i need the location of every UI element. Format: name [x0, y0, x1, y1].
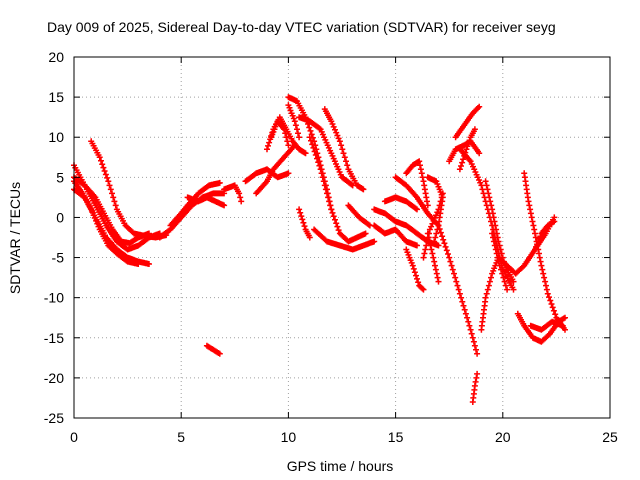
- series-s40: [489, 230, 511, 293]
- series-marks: [489, 230, 511, 293]
- series-s24: [381, 194, 420, 213]
- y-tick-label: -15: [44, 330, 64, 346]
- plot-frame: [73, 56, 611, 419]
- x-tick-label: 20: [495, 429, 511, 445]
- series-s10: [221, 182, 245, 205]
- series-s28: [403, 246, 427, 293]
- series-marks: [371, 222, 420, 249]
- x-axis-title: GPS time / hours: [287, 458, 394, 474]
- series-s31: [420, 190, 446, 261]
- series-s21: [311, 226, 378, 253]
- axis-ticks: 0 5 10 15 20 25 -25 -20 -15 -10 -5 0 5 10 15 20: [44, 49, 618, 445]
- series-s44: [532, 218, 558, 253]
- series-s16: [285, 102, 303, 141]
- series-s25: [371, 206, 442, 249]
- series-marks: [184, 194, 228, 209]
- y-tick-label: 15: [48, 89, 64, 105]
- y-tick-label: -25: [44, 410, 64, 426]
- x-tick-label: 10: [281, 429, 297, 445]
- series-s17: [296, 114, 356, 189]
- series-s9: [203, 342, 223, 357]
- series-s22: [345, 202, 373, 229]
- series-s12: [253, 142, 298, 197]
- series-marks: [452, 103, 483, 141]
- series-marks: [268, 118, 292, 149]
- series-marks: [285, 102, 303, 141]
- series-s39: [482, 178, 517, 285]
- series-s18: [306, 134, 369, 245]
- series-marks: [403, 158, 431, 209]
- series-marks: [203, 342, 223, 357]
- series-marks: [482, 178, 517, 285]
- series-s42: [521, 170, 568, 333]
- series-marks: [345, 202, 373, 229]
- series-marks: [403, 246, 427, 293]
- series-marks: [381, 194, 420, 213]
- series-s32: [435, 222, 481, 357]
- series-marks: [469, 370, 481, 405]
- y-tick-label: 0: [56, 209, 64, 225]
- series-marks: [521, 170, 568, 333]
- series-marks: [306, 134, 369, 245]
- series-s23: [371, 222, 420, 249]
- x-tick-label: 5: [177, 429, 185, 445]
- series-marks: [527, 318, 566, 333]
- series-s34: [452, 103, 483, 141]
- y-axis-title: SDTVAR / TECUs: [7, 182, 23, 294]
- data-points: [71, 94, 568, 405]
- series-marks: [311, 226, 378, 253]
- y-tick-label: 5: [56, 169, 64, 185]
- series-s19: [321, 106, 367, 193]
- series-marks: [435, 222, 481, 357]
- x-tick-label: 15: [388, 429, 404, 445]
- series-s37: [469, 370, 481, 405]
- series-s8: [184, 194, 228, 209]
- x-tick-label: 0: [70, 429, 78, 445]
- x-tick-label: 25: [602, 429, 618, 445]
- y-tick-label: -5: [52, 250, 65, 266]
- chart-title: Day 009 of 2025, Sidereal Day-to-day VTE…: [47, 19, 556, 35]
- y-tick-label: 20: [48, 49, 64, 65]
- series-s14: [268, 118, 292, 149]
- series-marks: [532, 218, 558, 253]
- series-s20: [296, 206, 313, 241]
- y-tick-label: 10: [48, 129, 64, 145]
- series-s27: [403, 158, 431, 209]
- series-marks: [420, 190, 446, 261]
- series-marks: [296, 206, 313, 241]
- y-tick-label: -10: [44, 290, 64, 306]
- series-marks: [253, 142, 298, 197]
- y-tick-label: -20: [44, 370, 64, 386]
- series-marks: [296, 114, 356, 189]
- series-marks: [371, 206, 442, 249]
- series-s43: [527, 318, 566, 333]
- series-marks: [321, 106, 367, 193]
- series-marks: [221, 182, 245, 205]
